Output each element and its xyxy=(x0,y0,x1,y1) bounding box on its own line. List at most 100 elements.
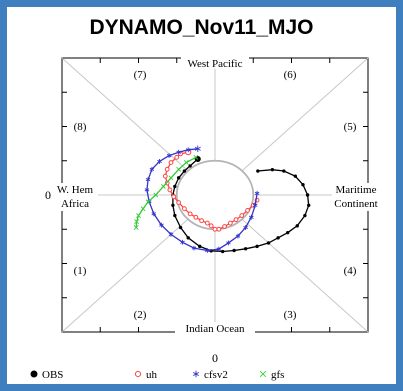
data-point-obs xyxy=(270,167,275,172)
star-stroke xyxy=(249,215,254,219)
cross-stroke xyxy=(193,154,199,160)
cross-stroke xyxy=(136,213,141,218)
phase-label: (5) xyxy=(344,121,357,133)
chart-legend: OBS uh cfsv2 gfs xyxy=(30,369,284,381)
region-label-right: Continent xyxy=(334,198,377,210)
data-point-cfsv2 xyxy=(168,231,174,237)
data-point-cfsv2 xyxy=(151,211,157,217)
data-point-obs xyxy=(303,213,307,218)
phase-label: (8) xyxy=(74,121,87,133)
plot-labels: 0 0 (1) (2) (3) (4) (5) (6) (7) (8) West Pacific In… xyxy=(45,57,378,365)
cross-stroke xyxy=(134,219,140,225)
data-point-uh xyxy=(176,200,182,205)
data-point-uh xyxy=(212,226,218,232)
data-point-uh xyxy=(164,166,170,172)
data-point-cfsv2 xyxy=(149,166,155,172)
data-point-uh xyxy=(204,220,210,226)
data-point-obs xyxy=(295,224,299,228)
legend-item-gfs: gfs xyxy=(259,369,284,381)
data-point-obs xyxy=(173,213,177,218)
legend-item-cfsv2: cfsv2 xyxy=(192,369,228,381)
region-label-bg xyxy=(58,183,98,211)
data-point-uh xyxy=(222,224,227,229)
series-cfsv2 xyxy=(144,145,260,253)
star-stroke xyxy=(166,154,172,158)
data-point-gfs xyxy=(133,225,139,230)
data-point-uh xyxy=(182,206,187,212)
data-point-obs xyxy=(176,176,181,180)
plot-series xyxy=(133,145,311,254)
data-point-obs xyxy=(266,241,271,245)
data-point-gfs xyxy=(145,199,151,205)
legend-marker-cfsv2 xyxy=(192,370,200,378)
data-point-cfsv2 xyxy=(157,159,162,164)
region-label-bg xyxy=(181,57,249,69)
legend-marker-gfs xyxy=(259,370,267,378)
star-stroke xyxy=(159,223,164,227)
phase-label: (3) xyxy=(284,309,297,321)
data-point-cfsv2 xyxy=(216,246,222,252)
legend-marker-uh xyxy=(134,370,142,378)
data-point-cfsv2 xyxy=(226,240,231,246)
region-label-right: Maritime xyxy=(336,184,377,196)
cross-stroke xyxy=(133,225,139,230)
cross-stroke xyxy=(183,160,189,165)
x-tick-label: 0 xyxy=(212,351,218,365)
data-point-uh xyxy=(167,187,173,193)
cross-stroke xyxy=(140,206,146,212)
data-point-obs xyxy=(173,184,177,189)
data-point-obs xyxy=(243,247,248,251)
data-point-uh xyxy=(171,194,177,200)
data-point-obs xyxy=(301,183,305,187)
data-point-obs xyxy=(255,244,259,249)
star-stroke xyxy=(216,247,222,251)
legend-label-uh: uh xyxy=(146,369,158,381)
data-point-cfsv2 xyxy=(166,153,172,159)
legend-item-obs: OBS xyxy=(30,369,63,381)
data-point-uh xyxy=(208,223,214,229)
data-point-cfsv2 xyxy=(254,190,260,196)
data-point-gfs xyxy=(193,154,199,160)
chart-title: DYNAMO_Nov11_MJO xyxy=(89,16,314,39)
data-point-obs xyxy=(178,225,183,230)
cross-stroke xyxy=(168,175,174,181)
data-point-uh xyxy=(187,211,193,217)
star-stroke xyxy=(151,212,157,216)
data-point-cfsv2 xyxy=(180,239,185,245)
data-point-obs xyxy=(276,236,280,240)
data-point-obs xyxy=(293,174,298,178)
plot-axes xyxy=(61,57,369,333)
data-point-obs xyxy=(188,164,192,168)
star-stroke xyxy=(205,248,210,253)
star-stroke xyxy=(180,240,185,244)
region-label-left: Africa xyxy=(61,198,89,210)
data-point-uh xyxy=(193,214,199,220)
phase-label: (7) xyxy=(134,69,147,81)
region-label-bg xyxy=(332,183,372,211)
region-label-bottom: Indian Ocean xyxy=(186,323,245,335)
phase-label: (1) xyxy=(74,265,87,277)
legend-marker-obs xyxy=(30,370,38,378)
star-stroke xyxy=(144,188,150,192)
data-point-obs xyxy=(256,169,260,173)
data-point-gfs xyxy=(168,175,174,181)
region-label-bg xyxy=(175,322,255,334)
phase-label: (2) xyxy=(134,309,147,321)
y-tick-label: 0 xyxy=(45,188,51,202)
star-stroke xyxy=(157,159,162,164)
data-point-obs xyxy=(198,244,202,249)
data-point-cfsv2 xyxy=(194,145,201,153)
star-stroke xyxy=(226,241,231,245)
data-point-gfs xyxy=(176,166,182,172)
data-point-cfsv2 xyxy=(235,233,241,239)
cross-stroke xyxy=(259,370,267,378)
data-point-cfsv2 xyxy=(243,225,248,230)
data-point-obs xyxy=(305,193,310,197)
data-point-obs xyxy=(171,203,175,207)
star-stroke xyxy=(185,148,191,152)
data-point-uh xyxy=(245,208,250,213)
data-point-uh xyxy=(174,154,180,160)
star-stroke xyxy=(191,246,197,250)
series-line-cfsv2 xyxy=(146,148,258,252)
